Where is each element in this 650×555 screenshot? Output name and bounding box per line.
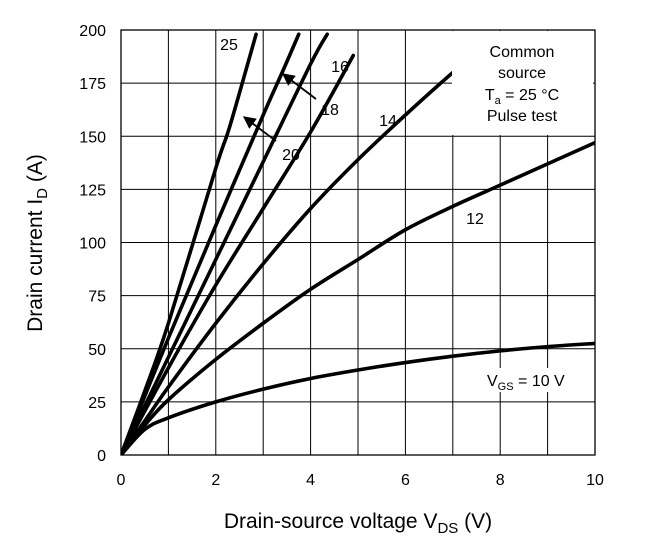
y-tick-label: 175 [79, 76, 106, 93]
x-tick-label: 0 [117, 472, 126, 489]
legend-line-4: Pulse test [487, 108, 558, 125]
callout-arrow-20 [242, 116, 277, 142]
series-line [121, 32, 329, 455]
series-label: 18 [321, 102, 339, 119]
y-tick-label: 100 [79, 236, 106, 253]
x-tick-label: 4 [306, 472, 315, 489]
x-tick-label: 8 [496, 472, 505, 489]
legend-line-3: Ta = 25 °C [485, 87, 559, 107]
y-tick-label: 75 [88, 289, 106, 306]
series-line [121, 53, 356, 455]
series-label: 16 [331, 59, 349, 76]
series-line [121, 341, 595, 455]
series-line [121, 43, 488, 455]
callout-arrows [242, 73, 317, 142]
y-tick-label: 0 [97, 448, 106, 465]
series-line [121, 32, 301, 455]
legend-line-2: source [498, 65, 546, 82]
legend-box: Common source Ta = 25 °C Pulse test [452, 31, 593, 135]
series-line [121, 32, 258, 455]
series-line [121, 140, 595, 455]
series-label: 20 [282, 147, 300, 164]
series-group [121, 32, 595, 455]
series-label: 25 [220, 37, 238, 54]
vgs-label-background [480, 368, 592, 392]
callout-arrow-18 [281, 73, 317, 100]
legend-box-background [452, 31, 593, 135]
y-tick-label: 150 [79, 129, 106, 146]
series-labels: 12 14 16 18 20 25 [220, 37, 484, 228]
x-tick-label: 2 [211, 472, 220, 489]
x-tick-label: 6 [401, 472, 410, 489]
series-label: 12 [466, 211, 484, 228]
legend-line-1: Common [490, 44, 555, 61]
vgs-10v-label: VGS = 10 V [487, 373, 565, 393]
series-label: 14 [379, 113, 397, 130]
y-tick-label: 200 [79, 23, 106, 40]
plot-border [120, 29, 596, 456]
x-axis-title: Drain-source voltage VDS (V) [224, 510, 492, 537]
y-tick-label: 50 [88, 342, 106, 359]
y-tick-label: 25 [88, 395, 106, 412]
y-axis-title: Drain current ID (A) [24, 154, 51, 332]
x-tick-label: 10 [586, 472, 604, 489]
y-tick-label: 125 [79, 182, 106, 199]
